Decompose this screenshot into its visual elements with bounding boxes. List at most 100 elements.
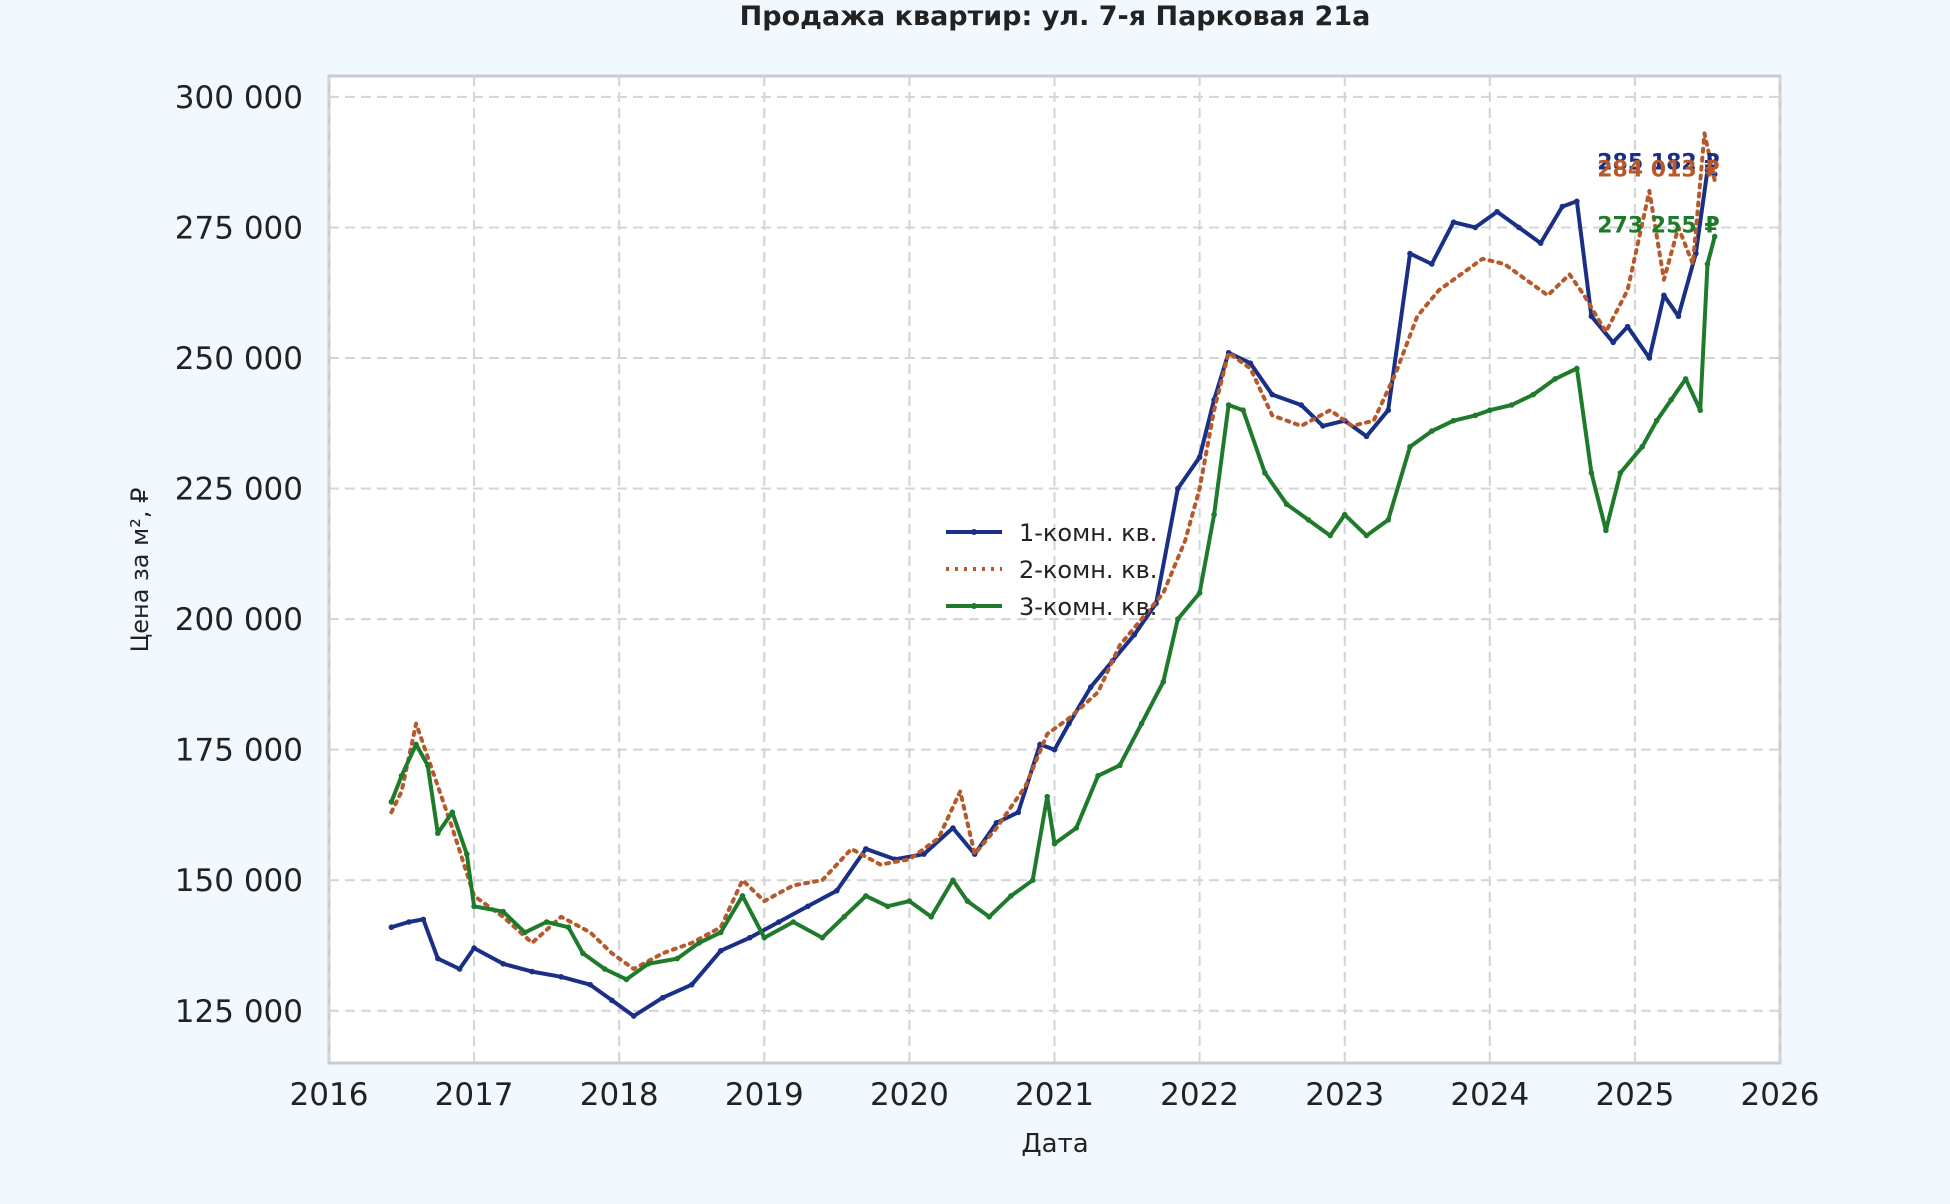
series-point-1 (1472, 224, 1479, 231)
series-point-1 (1298, 402, 1304, 408)
series-layer (388, 131, 1718, 1019)
series-point-1 (456, 966, 463, 972)
series-point-1 (1661, 292, 1667, 299)
series-point-1 (1385, 407, 1392, 414)
series-point-1 (863, 846, 869, 852)
series-point-1 (993, 819, 1000, 826)
series-point-3 (449, 809, 456, 816)
series-point-3 (1116, 762, 1123, 769)
series-point-1 (388, 924, 395, 931)
series-point-3 (1653, 417, 1660, 424)
x-tick-label: 2025 (1595, 1077, 1674, 1113)
x-tick-label: 2020 (870, 1077, 949, 1113)
series-point-3 (413, 741, 419, 748)
series-point-1 (746, 934, 753, 941)
series-point-1 (420, 916, 427, 923)
series-point-3 (471, 903, 477, 910)
series-point-3 (1574, 365, 1580, 372)
series-point-3 (841, 913, 847, 920)
series-point-3 (543, 919, 550, 925)
series-point-3 (1211, 511, 1217, 518)
series-point-1 (1624, 323, 1631, 330)
series-point-1 (406, 919, 412, 925)
series-point-3 (1508, 402, 1515, 408)
series-point-3 (1160, 678, 1167, 685)
series-point-1 (950, 825, 956, 831)
series-point-1 (1363, 433, 1370, 440)
series-point-3 (717, 929, 724, 936)
series-point-3 (1363, 532, 1370, 539)
series-point-3 (1175, 616, 1181, 622)
x-tick-label: 2019 (725, 1077, 804, 1113)
series-point-1 (1494, 208, 1500, 215)
series-point-3 (580, 950, 586, 957)
series-point-3 (1704, 261, 1711, 267)
series-point-3 (1073, 825, 1080, 831)
y-tick-label: 225 000 (175, 472, 303, 508)
y-tick-label: 275 000 (175, 210, 303, 246)
series-point-3 (1668, 396, 1674, 403)
series-point-3 (1341, 511, 1348, 518)
series-point-1 (558, 974, 564, 980)
series-point-3 (790, 919, 797, 925)
series-point-3 (1530, 391, 1537, 398)
series-point-1 (630, 1013, 637, 1019)
series-point-3 (928, 913, 934, 920)
series-point-1 (1559, 203, 1566, 210)
series-point-3 (1225, 402, 1232, 408)
series-point-1 (688, 981, 695, 988)
series-point-1 (1675, 313, 1682, 320)
series-point-1 (1051, 746, 1058, 753)
series-point-3 (1051, 840, 1058, 847)
x-tick-label: 2016 (290, 1077, 369, 1113)
series-point-1 (921, 851, 927, 857)
series-point-1 (1537, 240, 1544, 246)
series-line-2 (389, 131, 1717, 971)
series-point-1 (1646, 355, 1653, 361)
series-point-3 (1711, 233, 1718, 240)
series-point-3 (674, 955, 681, 962)
series-point-3 (601, 966, 608, 972)
series-point-3 (950, 877, 956, 884)
series-point-3 (522, 929, 528, 936)
legend-label-3: 3-комн. кв. (1019, 593, 1157, 621)
x-tick-label: 2017 (435, 1077, 514, 1113)
series-end-label-3: 273 255 ₽ (1597, 214, 1719, 239)
series-point-3 (906, 898, 913, 904)
series-point-1 (587, 981, 593, 988)
series-point-3 (1603, 527, 1609, 534)
series-point-3 (761, 934, 768, 941)
series-point-1 (471, 945, 477, 951)
series-point-1 (1269, 391, 1275, 398)
chart-title: Продажа квартир: ул. 7-я Парковая 21а (740, 1, 1371, 32)
series-point-3 (1095, 772, 1101, 779)
series-point-1 (1175, 485, 1181, 492)
axis-layer: 2016 2017 2018 2019 2020 2021 2022 2023 2024 2025… (175, 80, 1820, 1113)
series-point-1 (1196, 454, 1203, 461)
series-point-3 (1697, 407, 1703, 414)
end-label-layer: 285 182 ₽284 013 ₽ 273 255 ₽ (1597, 150, 1719, 238)
series-point-1 (1015, 809, 1022, 816)
y-tick-label: 125 000 (175, 994, 303, 1030)
series-point-3 (1617, 470, 1624, 476)
series-point-3 (1327, 532, 1333, 539)
legend-label-2: 2-комн. кв. (1019, 556, 1157, 584)
series-point-1 (1610, 339, 1616, 346)
legend-label-1: 1-комн. кв. (1019, 519, 1157, 547)
series-point-3 (1682, 376, 1689, 382)
series-point-1 (1588, 313, 1595, 320)
series-point-1 (659, 994, 666, 1001)
series-point-3 (435, 830, 441, 837)
x-tick-label: 2024 (1450, 1077, 1529, 1113)
x-tick-label: 2023 (1305, 1077, 1384, 1113)
series-point-3 (1588, 470, 1595, 476)
series-point-3 (696, 940, 702, 946)
x-axis-label: Дата (1021, 1129, 1088, 1159)
series-point-1 (529, 968, 535, 975)
series-point-3 (1487, 407, 1493, 414)
series-point-3 (1385, 517, 1392, 523)
y-tick-label: 150 000 (175, 863, 303, 899)
series-point-1 (1516, 224, 1522, 231)
series-point-1 (717, 947, 724, 954)
series-point-1 (776, 919, 782, 925)
